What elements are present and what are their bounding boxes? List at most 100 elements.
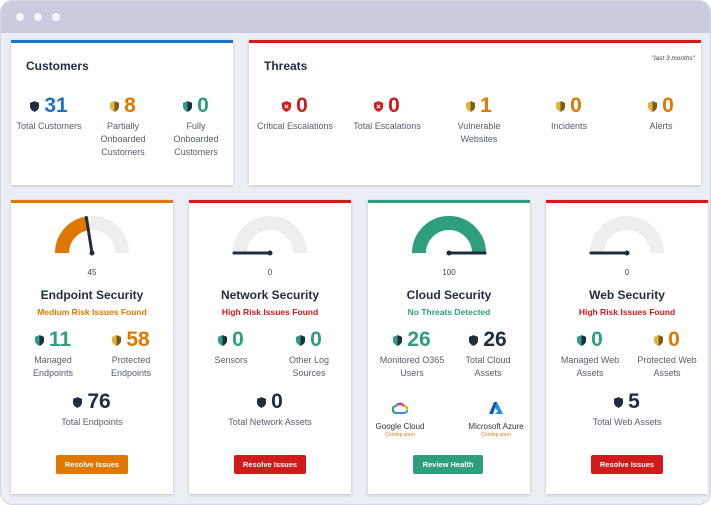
monitored-o365-users-label: Monitored O365 Users xyxy=(379,355,445,378)
monitored-o365-users-value: 26 xyxy=(407,328,431,351)
shield-navy-icon xyxy=(469,334,479,346)
other-log-sources-value: 0 xyxy=(310,328,322,351)
stat-monitored-o365-users[interactable]: 26 Monitored O365 Users xyxy=(372,329,452,380)
protected-endpoints-value: 58 xyxy=(126,328,150,351)
endpoint-gauge-value: 45 xyxy=(87,268,97,277)
stat-total-endpoints[interactable]: 76 Total Endpoints xyxy=(52,391,132,429)
google-cloud-note: Coming soon xyxy=(385,432,415,438)
stat-total-escalations[interactable]: 0 Total Escalations xyxy=(345,95,429,133)
window-dot-2[interactable] xyxy=(34,13,42,21)
network-gauge-value: 0 xyxy=(267,268,273,277)
managed-web-assets-label: Managed Web Assets xyxy=(560,355,620,378)
fully-onboarded-label: Fully Onboarded Customers xyxy=(173,121,219,157)
stat-total-web-assets[interactable]: 5 Total Web Assets xyxy=(577,391,677,429)
partially-onboarded-value: 8 xyxy=(124,94,136,117)
window-dot-3[interactable] xyxy=(52,13,60,21)
shield-green-icon xyxy=(218,334,228,346)
cloud-title: Cloud Security xyxy=(406,288,492,302)
partially-onboarded-label: Partially Onboarded Customers xyxy=(100,121,146,157)
stat-protected-endpoints[interactable]: 58 Protected Endpoints xyxy=(99,329,163,380)
shield-red-icon xyxy=(282,100,292,112)
shield-green-icon xyxy=(577,334,587,346)
managed-endpoints-value: 11 xyxy=(48,328,72,351)
azure-icon xyxy=(489,401,503,419)
shield-green-icon xyxy=(296,334,306,346)
network-gauge xyxy=(232,216,307,256)
total-endpoints-value: 76 xyxy=(87,390,111,413)
google-cloud-icon xyxy=(391,401,409,419)
stat-managed-web-assets[interactable]: 0 Managed Web Assets xyxy=(554,329,626,380)
fully-onboarded-value: 0 xyxy=(197,94,209,117)
gauge-hub xyxy=(89,250,95,256)
web-security-panel: 0 Web Security High Risk Issues Found 0 … xyxy=(546,200,708,494)
stat-total-customers[interactable]: 31 Total Customers xyxy=(16,95,82,133)
alerts-value: 0 xyxy=(662,94,674,117)
review-health-button[interactable]: Review Health xyxy=(413,455,483,474)
total-escalations-label: Total Escalations xyxy=(353,121,421,131)
network-title: Network Security xyxy=(220,288,320,302)
protected-web-assets-label: Protected Web Assets xyxy=(637,355,697,378)
web-resolve-issues-button[interactable]: Resolve Issues xyxy=(591,455,663,474)
stat-sensors[interactable]: 0 Sensors xyxy=(199,329,263,367)
shield-orange-icon xyxy=(112,334,122,346)
web-title: Web Security xyxy=(589,288,665,302)
total-network-assets-label: Total Network Assets xyxy=(228,417,312,427)
cloud-security-panel: 100 Cloud Security No Threats Detected 2… xyxy=(368,200,530,494)
cloud-gauge xyxy=(412,216,487,256)
stat-critical-escalations[interactable]: 0 Critical Escalations xyxy=(251,95,339,133)
managed-endpoints-label: Managed Endpoints xyxy=(32,355,74,378)
protected-web-assets-value: 0 xyxy=(668,328,680,351)
stat-managed-endpoints[interactable]: 11 Managed Endpoints xyxy=(21,329,85,380)
microsoft-azure-item[interactable]: Microsoft Azure Coming soon xyxy=(462,401,530,439)
other-log-sources-label: Other Log Sources xyxy=(288,355,330,378)
alerts-label: Alerts xyxy=(649,121,673,131)
network-status: High Risk Issues Found xyxy=(221,307,319,317)
microsoft-azure-note: Coming soon xyxy=(481,432,511,438)
threats-period: "last 3 months" xyxy=(651,55,695,62)
stat-fully-onboarded[interactable]: 0 Fully Onboarded Customers xyxy=(166,95,226,159)
google-cloud-item[interactable]: Google Cloud Coming soon xyxy=(370,401,430,439)
gauge-fill xyxy=(55,216,89,254)
stat-protected-web-assets[interactable]: 0 Protected Web Assets xyxy=(632,329,702,380)
shield-navy-icon xyxy=(30,100,40,112)
gauge-needle xyxy=(84,215,94,255)
window-titlebar xyxy=(1,1,710,33)
shield-orange-icon xyxy=(466,100,476,112)
endpoint-resolve-issues-button[interactable]: Resolve Issues xyxy=(56,455,128,474)
web-status: High Risk Issues Found xyxy=(578,307,676,317)
total-cloud-assets-label: Total Cloud Assets xyxy=(465,355,511,378)
protected-endpoints-label: Protected Endpoints xyxy=(110,355,152,378)
gauge-hub xyxy=(446,250,452,256)
stat-other-log-sources[interactable]: 0 Other Log Sources xyxy=(277,329,341,380)
window-dot-1[interactable] xyxy=(16,13,24,21)
shield-orange-icon xyxy=(556,100,566,112)
gauge-fill xyxy=(412,216,486,254)
shield-orange-icon xyxy=(110,100,120,112)
stat-alerts[interactable]: 0 Alerts xyxy=(631,95,691,133)
gauge-hub xyxy=(624,250,630,256)
endpoint-gauge xyxy=(55,215,129,256)
endpoint-security-panel: 45 Endpoint Security Medium Risk Issues … xyxy=(11,200,173,494)
shield-green-icon xyxy=(393,334,403,346)
managed-web-assets-value: 0 xyxy=(591,328,603,351)
shield-orange-icon xyxy=(654,334,664,346)
shield-navy-icon xyxy=(614,396,624,408)
customers-card: Customers 31 Total Customers 8 Partially… xyxy=(11,40,233,185)
web-gauge-value: 0 xyxy=(624,268,630,277)
stat-vulnerable-websites[interactable]: 1 Vulnerable Websites xyxy=(449,95,509,146)
total-escalations-value: 0 xyxy=(388,94,400,117)
total-endpoints-label: Total Endpoints xyxy=(61,417,123,427)
cloud-status: No Threats Detected xyxy=(407,307,491,317)
total-web-assets-label: Total Web Assets xyxy=(592,417,662,427)
total-customers-label: Total Customers xyxy=(16,121,82,131)
critical-escalations-label: Critical Escalations xyxy=(256,121,334,131)
total-customers-value: 31 xyxy=(44,94,68,117)
stat-total-network-assets[interactable]: 0 Total Network Assets xyxy=(210,391,330,429)
network-resolve-issues-button[interactable]: Resolve Issues xyxy=(234,455,306,474)
stat-total-cloud-assets[interactable]: 26 Total Cloud Assets xyxy=(456,329,520,380)
threats-card: Threats "last 3 months" 0 Critical Escal… xyxy=(249,40,701,185)
shield-navy-icon xyxy=(257,396,267,408)
endpoint-title: Endpoint Security xyxy=(40,288,144,302)
stat-partially-onboarded[interactable]: 8 Partially Onboarded Customers xyxy=(91,95,155,159)
stat-incidents[interactable]: 0 Incidents xyxy=(539,95,599,133)
